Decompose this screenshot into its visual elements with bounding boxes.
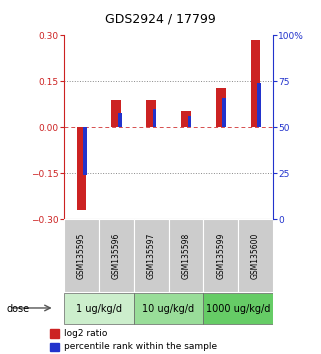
Bar	[203, 219, 238, 292]
Text: GSM135596: GSM135596	[112, 233, 121, 279]
Bar	[169, 219, 203, 292]
Text: GSM135595: GSM135595	[77, 233, 86, 279]
Bar	[216, 87, 226, 127]
Bar	[118, 113, 122, 127]
Bar	[146, 100, 156, 127]
Text: 1000 ug/kg/d: 1000 ug/kg/d	[206, 304, 270, 314]
Bar	[251, 40, 260, 127]
Bar	[222, 98, 226, 127]
Bar	[111, 100, 121, 127]
Text: 1 ug/kg/d: 1 ug/kg/d	[76, 304, 122, 314]
Bar	[50, 329, 59, 338]
Text: GSM135598: GSM135598	[181, 233, 190, 279]
Bar	[50, 343, 59, 351]
Bar	[238, 219, 273, 292]
Bar	[83, 127, 87, 175]
Text: dose: dose	[6, 304, 30, 314]
Bar	[134, 219, 169, 292]
Bar	[181, 110, 191, 127]
Bar	[188, 116, 191, 127]
Text: percentile rank within the sample: percentile rank within the sample	[64, 342, 217, 352]
Bar	[77, 127, 86, 210]
Text: GSM135599: GSM135599	[216, 233, 225, 279]
Bar	[64, 219, 99, 292]
Bar	[64, 293, 134, 324]
Bar	[134, 293, 203, 324]
Text: GSM135597: GSM135597	[147, 233, 156, 279]
Text: GSM135600: GSM135600	[251, 233, 260, 279]
Text: log2 ratio: log2 ratio	[64, 329, 107, 338]
Bar	[203, 293, 273, 324]
Text: 10 ug/kg/d: 10 ug/kg/d	[143, 304, 195, 314]
Bar	[257, 83, 261, 127]
Bar	[99, 219, 134, 292]
Text: GDS2924 / 17799: GDS2924 / 17799	[105, 12, 216, 25]
Bar	[153, 109, 156, 127]
